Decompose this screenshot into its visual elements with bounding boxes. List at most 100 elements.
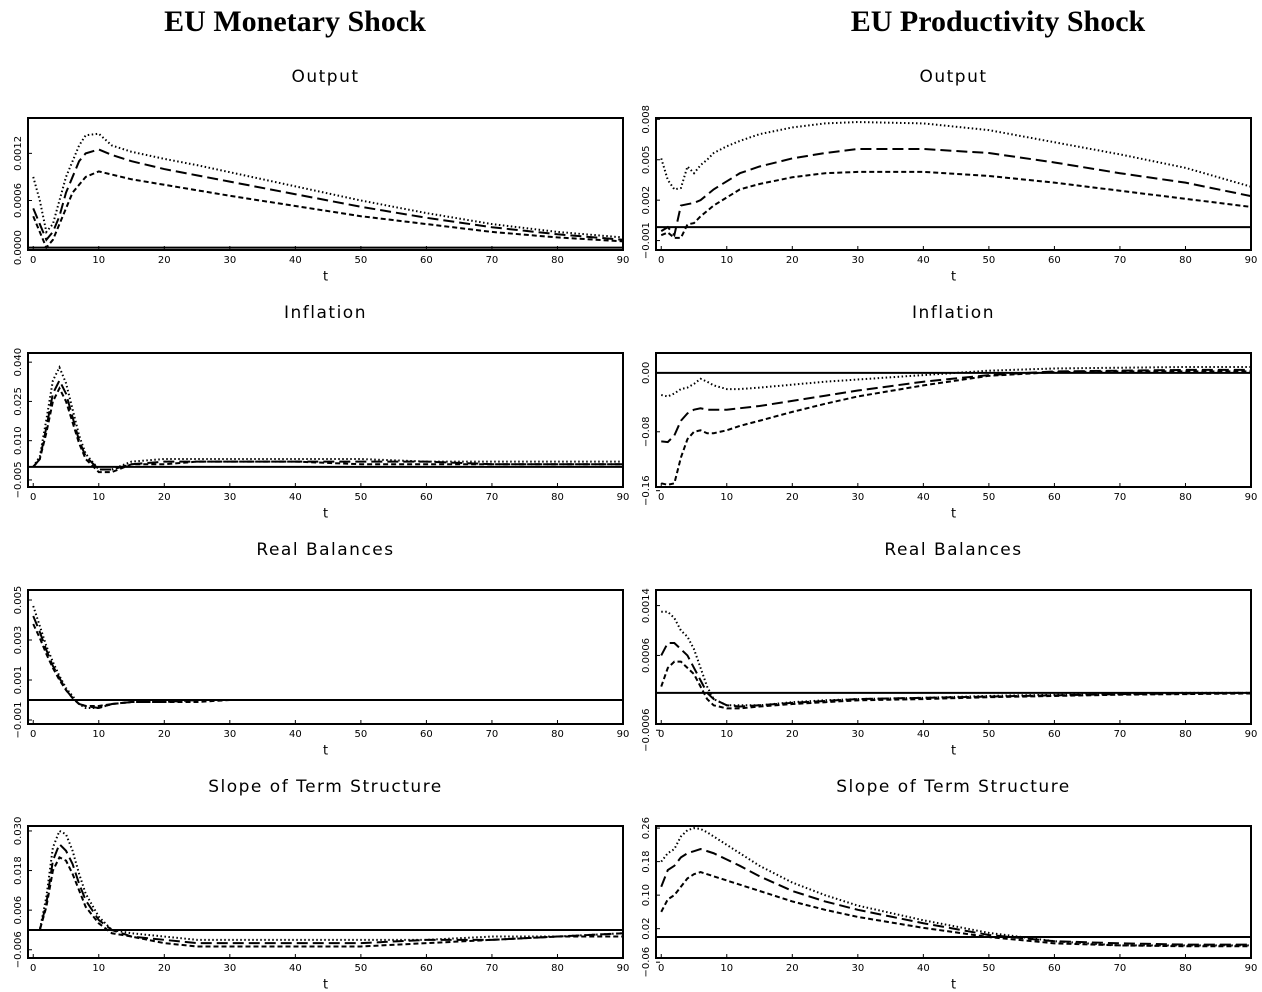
series-line bbox=[660, 827, 1251, 947]
x-tick-label: 80 bbox=[551, 255, 564, 266]
x-axis-label: t bbox=[951, 744, 956, 759]
y-tick-label: −0.16 bbox=[641, 475, 652, 506]
x-tick-label: 80 bbox=[1179, 729, 1192, 740]
x-tick-label: 40 bbox=[289, 729, 302, 740]
panel-title: Slope of Term Structure bbox=[208, 777, 443, 797]
x-axis-label: t bbox=[323, 507, 328, 522]
panel-title: Real Balances bbox=[256, 540, 394, 560]
x-tick-label: 40 bbox=[917, 963, 930, 974]
x-tick-label: 60 bbox=[1048, 492, 1061, 503]
x-tick-label: 10 bbox=[720, 255, 733, 266]
x-tick-label: 0 bbox=[658, 963, 664, 974]
x-tick-label: 50 bbox=[355, 255, 368, 266]
x-tick-label: 10 bbox=[720, 492, 733, 503]
x-tick-label: 50 bbox=[355, 492, 368, 503]
x-axis-label: t bbox=[323, 744, 328, 759]
panel-title: Inflation bbox=[912, 303, 995, 323]
x-tick-label: 20 bbox=[786, 492, 799, 503]
plot-frame bbox=[655, 352, 1252, 488]
y-tick-label: 0.0000 bbox=[13, 230, 24, 265]
x-tick-label: 80 bbox=[551, 492, 564, 503]
x-tick-label: 30 bbox=[851, 492, 864, 503]
column-title: EU Productivity Shock bbox=[851, 5, 1146, 38]
x-tick-label: 60 bbox=[420, 729, 433, 740]
series-line bbox=[32, 170, 624, 250]
x-tick-label: 10 bbox=[720, 963, 733, 974]
x-tick-label: 30 bbox=[223, 963, 236, 974]
y-tick-label: 0.001 bbox=[13, 666, 24, 695]
x-tick-label: 90 bbox=[617, 255, 630, 266]
x-tick-label: 70 bbox=[1114, 963, 1127, 974]
x-tick-label: 50 bbox=[983, 492, 996, 503]
x-tick-label: 90 bbox=[1245, 492, 1258, 503]
y-tick-label: −0.001 bbox=[641, 222, 652, 259]
series-line bbox=[32, 364, 623, 471]
x-tick-label: 40 bbox=[917, 492, 930, 503]
x-tick-label: 60 bbox=[1048, 963, 1061, 974]
panel-title: Output bbox=[291, 67, 359, 87]
series-line bbox=[33, 829, 624, 941]
x-tick-label: 20 bbox=[158, 255, 171, 266]
series-line bbox=[661, 365, 1251, 398]
y-tick-label: 0.00 bbox=[641, 362, 652, 384]
x-tick-label: 60 bbox=[420, 492, 433, 503]
x-tick-label: 0 bbox=[30, 729, 36, 740]
x-tick-label: 90 bbox=[617, 492, 630, 503]
x-tick-label: 40 bbox=[289, 255, 302, 266]
x-tick-label: 50 bbox=[983, 729, 996, 740]
x-tick-label: 80 bbox=[551, 729, 564, 740]
series-line bbox=[661, 610, 1251, 707]
series-line bbox=[660, 848, 1251, 946]
column-title: EU Monetary Shock bbox=[164, 5, 426, 38]
series-line bbox=[32, 378, 623, 471]
y-tick-label: −0.006 bbox=[13, 931, 24, 968]
y-tick-label: 0.005 bbox=[13, 586, 24, 615]
series-line bbox=[660, 871, 1251, 948]
x-tick-label: 50 bbox=[355, 729, 368, 740]
plot-frame bbox=[655, 589, 1252, 725]
x-tick-label: 0 bbox=[658, 255, 664, 266]
y-tick-label: 0.02 bbox=[641, 918, 652, 940]
series-line bbox=[661, 370, 1251, 486]
series-line bbox=[32, 623, 623, 707]
x-tick-label: 80 bbox=[1179, 492, 1192, 503]
x-tick-label: 40 bbox=[917, 729, 930, 740]
x-tick-label: 70 bbox=[1114, 729, 1127, 740]
x-tick-label: 30 bbox=[851, 255, 864, 266]
x-tick-label: 10 bbox=[92, 492, 105, 503]
x-tick-label: 60 bbox=[1048, 729, 1061, 740]
x-tick-label: 20 bbox=[786, 729, 799, 740]
x-tick-label: 50 bbox=[983, 963, 996, 974]
x-tick-label: 70 bbox=[486, 963, 499, 974]
x-tick-label: 40 bbox=[289, 963, 302, 974]
x-tick-label: 10 bbox=[92, 963, 105, 974]
y-tick-label: 0.040 bbox=[13, 348, 24, 377]
x-tick-label: 20 bbox=[786, 255, 799, 266]
series-line bbox=[33, 842, 624, 945]
y-tick-label: 0.0014 bbox=[641, 588, 652, 623]
x-tick-label: 80 bbox=[1179, 963, 1192, 974]
x-axis-label: t bbox=[951, 978, 956, 992]
x-tick-label: 90 bbox=[1245, 963, 1258, 974]
series-line bbox=[33, 856, 623, 948]
series-line bbox=[660, 170, 1252, 239]
panel-title: Real Balances bbox=[884, 540, 1022, 560]
x-tick-label: 70 bbox=[486, 255, 499, 266]
plot-frame bbox=[655, 117, 1252, 251]
x-axis-label: t bbox=[323, 978, 328, 992]
y-tick-label: 0.008 bbox=[641, 105, 652, 134]
y-tick-label: −0.0006 bbox=[641, 709, 652, 752]
plot-frame bbox=[655, 825, 1252, 959]
panel-title: Slope of Term Structure bbox=[836, 777, 1071, 797]
x-tick-label: 20 bbox=[158, 729, 171, 740]
y-tick-label: 0.005 bbox=[641, 145, 652, 174]
x-tick-label: 0 bbox=[30, 492, 36, 503]
x-axis-label: t bbox=[951, 270, 956, 285]
y-tick-label: 0.0006 bbox=[641, 638, 652, 673]
x-tick-label: 10 bbox=[92, 255, 105, 266]
plot-frame bbox=[27, 825, 624, 959]
x-tick-label: 70 bbox=[1114, 492, 1127, 503]
y-tick-label: −0.001 bbox=[13, 701, 24, 738]
x-tick-label: 70 bbox=[486, 729, 499, 740]
y-tick-label: 0.0006 bbox=[13, 183, 24, 218]
